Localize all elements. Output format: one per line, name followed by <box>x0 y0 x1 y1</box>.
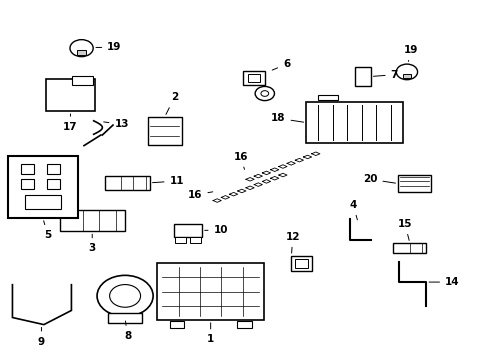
Bar <box>47 164 60 174</box>
Bar <box>237 321 251 328</box>
Text: 15: 15 <box>397 219 411 240</box>
Text: 16: 16 <box>233 152 247 169</box>
Text: 20: 20 <box>362 174 395 184</box>
Bar <box>157 263 264 320</box>
Bar <box>397 175 430 192</box>
Bar <box>295 259 307 268</box>
Bar <box>174 224 202 237</box>
Bar <box>47 179 60 189</box>
Bar <box>247 75 260 82</box>
Text: 6: 6 <box>272 59 289 70</box>
Bar <box>60 210 124 231</box>
Bar <box>402 74 410 78</box>
Bar <box>8 156 78 218</box>
Text: 5: 5 <box>43 221 51 240</box>
Text: 9: 9 <box>38 327 45 347</box>
Bar <box>77 50 86 55</box>
Text: 17: 17 <box>63 114 78 132</box>
Bar <box>243 71 264 85</box>
Text: 13: 13 <box>103 120 129 129</box>
Bar <box>46 78 95 111</box>
Bar <box>393 243 426 253</box>
Bar <box>175 238 185 243</box>
Text: 19: 19 <box>403 45 417 61</box>
Text: 14: 14 <box>428 277 459 287</box>
Text: 10: 10 <box>204 225 227 235</box>
Circle shape <box>261 91 268 96</box>
Bar <box>318 95 337 100</box>
Bar <box>354 67 370 86</box>
Bar <box>169 321 183 328</box>
Text: 16: 16 <box>187 190 212 200</box>
Text: 18: 18 <box>270 113 303 123</box>
Circle shape <box>255 86 274 100</box>
Text: 7: 7 <box>373 70 397 80</box>
Text: 4: 4 <box>349 200 357 220</box>
Bar <box>108 313 142 323</box>
Text: 11: 11 <box>152 176 183 186</box>
Text: 2: 2 <box>165 93 178 114</box>
Circle shape <box>97 275 153 316</box>
Bar <box>306 102 402 144</box>
Bar <box>189 238 200 243</box>
Text: 8: 8 <box>123 321 131 341</box>
Circle shape <box>109 284 140 307</box>
Bar <box>21 164 34 174</box>
Text: 1: 1 <box>206 323 214 345</box>
Bar <box>291 256 311 271</box>
Bar <box>25 194 61 210</box>
Circle shape <box>70 40 93 57</box>
Text: 3: 3 <box>88 234 96 253</box>
Text: 19: 19 <box>96 42 122 53</box>
Bar <box>21 179 34 189</box>
Bar <box>105 176 149 190</box>
Bar <box>72 76 93 85</box>
Text: 12: 12 <box>285 232 300 253</box>
Circle shape <box>395 64 417 80</box>
Bar <box>147 117 181 145</box>
